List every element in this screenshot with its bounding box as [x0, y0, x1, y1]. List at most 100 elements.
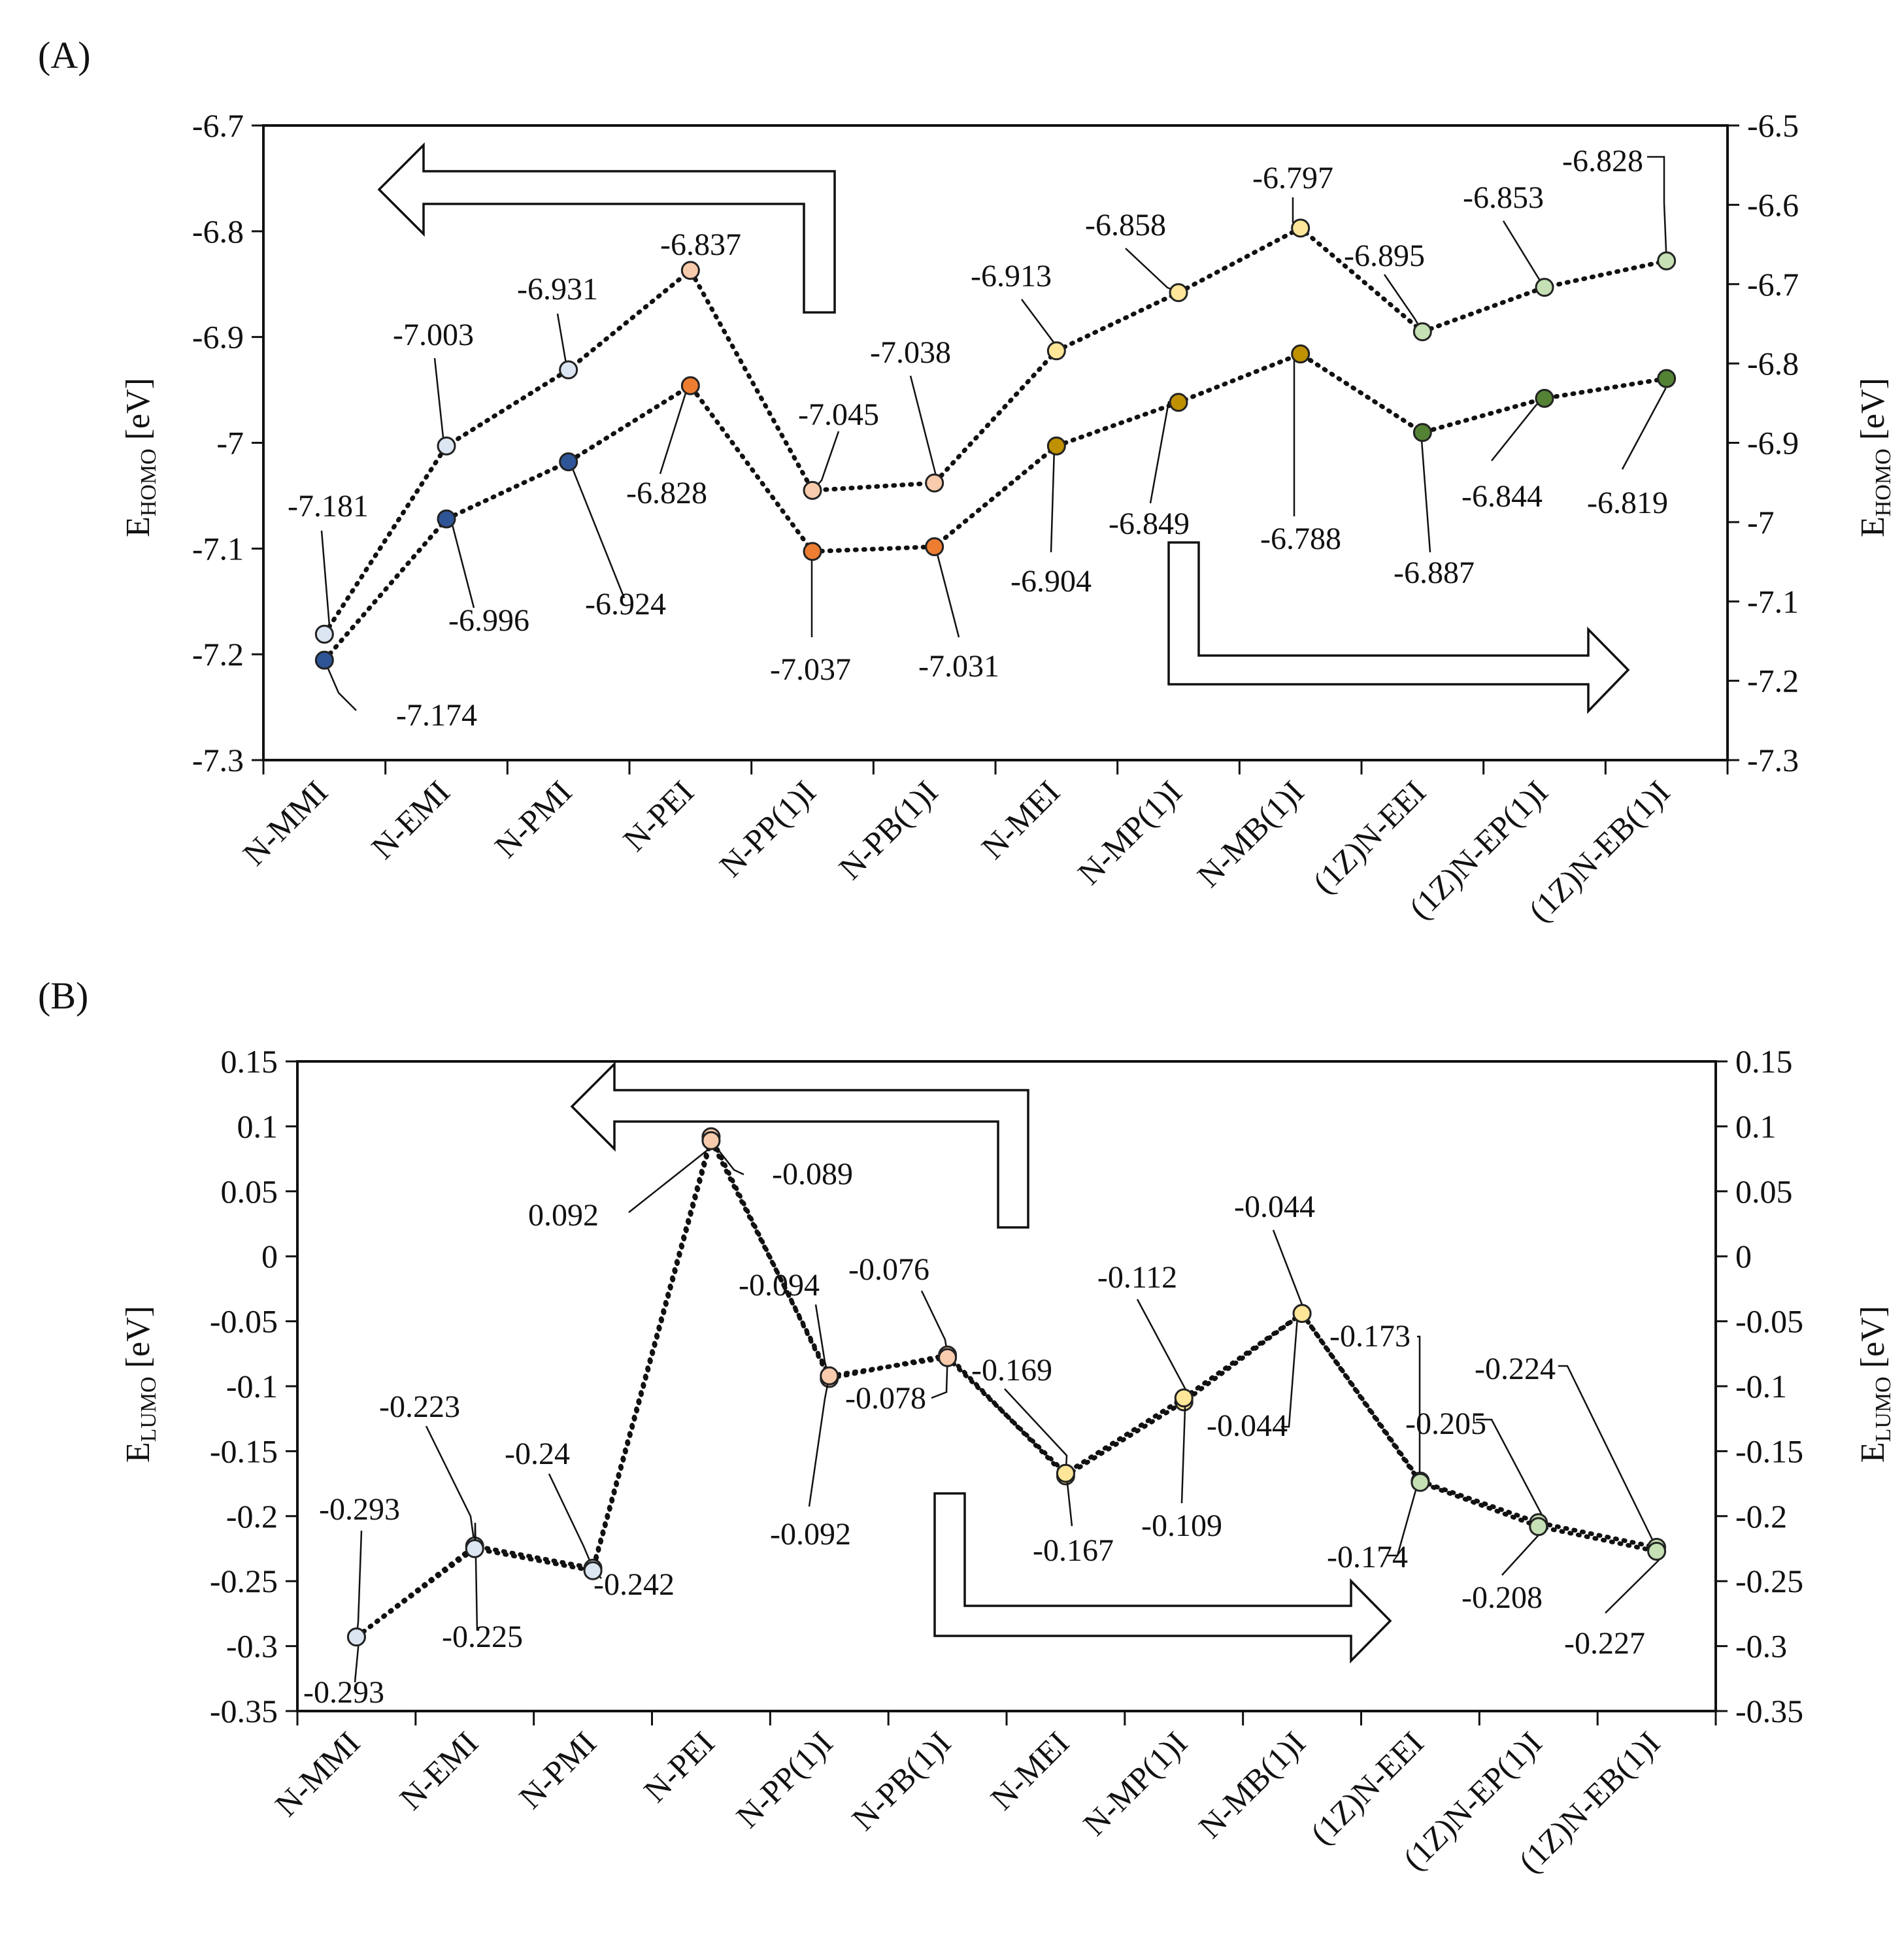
data-label: -7.031: [918, 649, 999, 684]
data-label: -7.181: [288, 489, 369, 524]
data-label: -0.224: [1475, 1352, 1556, 1386]
arrow-right-axis-icon: [1167, 541, 1630, 714]
y-left-tick-label: -0.25: [210, 1563, 278, 1599]
data-label-leader: [425, 1425, 476, 1546]
data-label-leader: [710, 1140, 744, 1176]
data-point: [1291, 218, 1311, 238]
x-category-label: N-PMI: [512, 1724, 603, 1816]
y-left-axis-title: ELUMO [eV]: [120, 1306, 161, 1463]
y-right-tick-label: 0: [1735, 1238, 1752, 1274]
data-label: -7.003: [393, 318, 474, 352]
y-left-tick-label: -7.2: [192, 636, 244, 673]
data-label: -0.167: [1033, 1533, 1114, 1568]
y-left-tick-label: 0.15: [221, 1043, 278, 1080]
panel-a-plot: -6.7 -6.8 -6.9 -7 -7.1 -7.2 -7.3 -6.5 -6.6 -6.7 -6…: [120, 107, 1896, 929]
data-label: -6.828: [1562, 144, 1643, 178]
y-right-axis-title: ELUMO [eV]: [1854, 1306, 1896, 1463]
x-category-label: N-MEI: [983, 1724, 1076, 1817]
data-label: -0.173: [1329, 1319, 1411, 1354]
data-point: [680, 261, 700, 280]
x-category-label: (1Z)N-EEI: [1303, 1724, 1431, 1852]
y-left-tick-label: 0: [261, 1238, 278, 1274]
data-label-leader: [1136, 1299, 1188, 1403]
x-category-label: N-PEI: [637, 1724, 722, 1809]
data-point: [1412, 423, 1432, 442]
data-point: [346, 1627, 366, 1647]
arrow-left-axis-icon: [570, 1061, 1029, 1229]
data-label: 0.092: [528, 1198, 599, 1233]
y-left-tick-label: -7: [216, 425, 244, 461]
data-label: -0.227: [1564, 1626, 1645, 1661]
y-left-tick-label: -0.1: [226, 1368, 278, 1405]
data-label: -0.092: [770, 1517, 851, 1552]
data-point: [803, 542, 822, 561]
y-left-tick-label: -0.15: [210, 1433, 278, 1469]
data-label-leader: [1647, 156, 1667, 261]
data-label-leader: [1125, 248, 1179, 293]
data-point: [1169, 393, 1188, 412]
y-left-tick-label: -6.9: [192, 319, 244, 356]
data-label: -6.931: [517, 272, 598, 307]
data-point: [1046, 341, 1066, 361]
data-label: -6.904: [1010, 564, 1092, 599]
data-point: [437, 436, 456, 456]
data-point: [820, 1366, 839, 1386]
data-label: -0.24: [505, 1437, 570, 1471]
data-label: -0.169: [971, 1353, 1052, 1388]
x-category-label: N-EMI: [392, 1724, 485, 1817]
x-category-label: N-MB(1)I: [1190, 773, 1311, 894]
x-category-label: N-MMI: [236, 773, 335, 873]
data-label-leader: [1180, 1397, 1186, 1504]
data-label: -0.293: [319, 1492, 400, 1527]
data-label: -6.858: [1085, 208, 1166, 242]
data-point: [680, 376, 700, 395]
data-point: [1056, 1463, 1075, 1483]
data-label-leader: [659, 384, 691, 474]
panel-b-label: (B): [38, 974, 88, 1017]
data-label: -7.174: [396, 698, 477, 733]
panel-b: (B) 0.15 0.1 0.05 0 -0.05 -0.1 -0.15 -0.2 -0.25 -…: [38, 974, 1896, 1880]
y-left-tick-label: -7.1: [192, 530, 244, 567]
data-point: [925, 537, 944, 557]
data-label-leader: [933, 546, 960, 638]
x-category-label: N-MP(1)I: [1071, 773, 1189, 891]
data-point: [437, 509, 456, 529]
x-category-label: N-PEI: [616, 773, 701, 858]
data-label: -6.887: [1394, 556, 1475, 590]
y-right-tick-label: -6.5: [1747, 107, 1799, 144]
x-category-label: N-MP(1)I: [1076, 1724, 1194, 1842]
series-line: [354, 1134, 1660, 1640]
data-label-leader: [931, 1357, 948, 1399]
data-label-leader: [1491, 397, 1545, 461]
data-label: -0.208: [1461, 1580, 1543, 1615]
data-label-leader: [909, 375, 937, 484]
y-left-tick-label: 0.05: [221, 1173, 278, 1210]
data-point: [1169, 283, 1188, 303]
data-label: -0.205: [1405, 1406, 1486, 1441]
y-right-tick-label: -7.2: [1747, 663, 1799, 699]
x-category-label: N-PP(1)I: [712, 773, 823, 884]
data-label-leader: [920, 1290, 948, 1356]
data-point: [559, 452, 578, 472]
data-label-leader: [1621, 378, 1667, 470]
data-point: [925, 473, 944, 493]
data-label-leader: [1605, 1551, 1660, 1614]
y-right-tick-label: -0.3: [1735, 1628, 1787, 1665]
y-right-tick-label: -0.15: [1735, 1433, 1803, 1469]
y-right-tick-label: -7.1: [1747, 583, 1799, 620]
data-point: [465, 1539, 484, 1558]
data-label: -0.109: [1141, 1508, 1222, 1543]
data-label: -6.853: [1463, 180, 1544, 215]
y-right-axis-title: EHOMO [eV]: [1854, 378, 1896, 537]
y-left-tick-label: -0.2: [226, 1498, 278, 1535]
x-category-label: N-PB(1)I: [844, 1724, 958, 1837]
data-label: -6.837: [660, 227, 741, 262]
y-left-tick-label: -7.3: [192, 742, 244, 778]
data-label-leader: [1293, 352, 1301, 516]
y-right-tick-label: 0.05: [1735, 1173, 1793, 1210]
y-right-tick-label: -0.2: [1735, 1498, 1787, 1535]
data-label: -6.849: [1109, 507, 1190, 541]
data-label-leader: [628, 1137, 712, 1213]
data-label: -6.844: [1461, 479, 1543, 514]
y-left-tick-label: -0.3: [226, 1628, 278, 1665]
